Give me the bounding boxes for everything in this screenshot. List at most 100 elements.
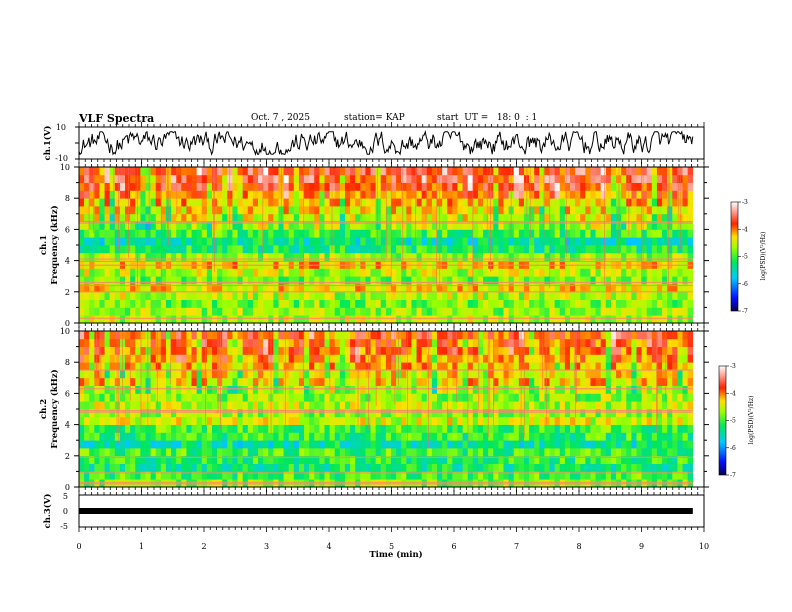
- spectrogram-cell: [293, 206, 300, 215]
- spectrogram-cell: [518, 174, 525, 183]
- spectrogram-cell: [247, 377, 254, 386]
- spectrogram-cell: [217, 245, 223, 254]
- spectrogram-cell: [350, 471, 356, 480]
- spectrogram-cell: [646, 338, 653, 347]
- spectrogram-cell: [523, 237, 530, 246]
- spectrogram-cell: [580, 229, 586, 238]
- spectrogram-cell: [600, 182, 607, 191]
- spectrogram-cell: [421, 315, 428, 324]
- spectrogram-cell: [293, 291, 300, 300]
- spectrogram-cell: [529, 370, 535, 379]
- spectrogram-cell: [273, 463, 279, 472]
- spectrogram-cell: [452, 401, 458, 410]
- spectrogram-cell: [646, 440, 653, 449]
- spectrogram-cell: [513, 354, 520, 363]
- spectrogram-cell: [268, 213, 274, 222]
- spectrogram-cell: [370, 252, 377, 261]
- spectrogram-cell: [590, 198, 596, 207]
- spectrogram-cell: [206, 284, 213, 293]
- spectrogram-cell: [365, 440, 371, 449]
- spectrogram-cell: [191, 276, 198, 285]
- spectrogram-cell: [564, 221, 571, 230]
- spectrogram-cell: [176, 432, 182, 441]
- spectrogram-cell: [268, 284, 274, 293]
- spectrogram-cell: [472, 385, 479, 394]
- spectrogram-cell: [329, 362, 336, 371]
- spectrogram-cell: [462, 377, 469, 386]
- spectrogram-cell: [247, 221, 254, 230]
- spectrogram-cell: [401, 245, 407, 254]
- spectrogram-cell: [196, 268, 203, 277]
- spectrogram-cell: [437, 299, 443, 308]
- spectrogram-cell: [140, 182, 146, 191]
- spectrogram-cell: [544, 448, 550, 457]
- spectrogram-cell: [222, 362, 228, 371]
- spectrogram-cell: [324, 182, 331, 191]
- spectrogram-cell: [171, 198, 177, 207]
- spectrogram-cell: [191, 440, 198, 449]
- spectrogram-cell: [651, 245, 658, 254]
- spectrogram-cell: [385, 252, 392, 261]
- spectrogram-cell: [150, 440, 157, 449]
- spectrogram-cell: [380, 393, 387, 402]
- spectrogram-cell: [651, 362, 658, 371]
- spectrogram-cell: [590, 409, 596, 418]
- spectrogram-cell: [401, 440, 407, 449]
- spectrogram-cell: [114, 455, 121, 464]
- spectrogram-cell: [242, 206, 249, 215]
- spectrogram-cell: [585, 401, 591, 410]
- spectrogram-cell: [462, 307, 469, 316]
- spectrogram-cell: [360, 432, 366, 441]
- spectrogram-cell: [125, 268, 131, 277]
- spectrogram-cell: [380, 221, 387, 230]
- spectrogram-cell: [99, 338, 105, 347]
- spectrogram-cell: [211, 455, 218, 464]
- spectrogram-cell: [217, 448, 223, 457]
- spectrogram-cell: [339, 393, 346, 402]
- spectrogram-cell: [682, 354, 689, 363]
- spectrogram-cell: [621, 252, 627, 261]
- spectrogram-cell: [426, 370, 433, 379]
- spectrogram-cell: [339, 432, 346, 441]
- spectrogram-cell: [89, 432, 95, 441]
- spectrogram-cell: [580, 338, 586, 347]
- spectrogram-cell: [319, 276, 325, 285]
- spectrogram-cell: [549, 213, 556, 222]
- spectrogram-cell: [549, 409, 556, 418]
- spectrogram-cell: [529, 440, 535, 449]
- spectrogram-cell: [687, 346, 694, 355]
- spectrogram-cell: [662, 252, 668, 261]
- spectrogram-cell: [646, 276, 653, 285]
- spectrogram-cell: [549, 167, 556, 176]
- spectrogram-cell: [677, 338, 683, 347]
- spectrogram-cell: [355, 307, 361, 316]
- spectrogram-cell: [114, 354, 121, 363]
- spectrogram-cell: [181, 385, 187, 394]
- spectrogram-cell: [145, 221, 151, 230]
- spectrogram-cell: [298, 455, 305, 464]
- spectrogram-cell: [191, 315, 198, 324]
- spectrogram-cell: [191, 174, 198, 183]
- spectrogram-cell: [119, 190, 126, 199]
- spectrogram-cell: [457, 362, 463, 371]
- spectrogram-cell: [298, 291, 305, 300]
- spectrogram-cell: [125, 245, 131, 254]
- spectrogram-cell: [181, 276, 187, 285]
- spectrogram-cell: [605, 284, 612, 293]
- spectrogram-cell: [94, 416, 100, 425]
- spectrogram-cell: [493, 284, 499, 293]
- spectrogram-cell: [273, 385, 279, 394]
- spectrogram-cell: [462, 416, 469, 425]
- spectrogram-cell: [641, 393, 648, 402]
- spectrogram-cell: [575, 276, 581, 285]
- spectrogram-cell: [570, 440, 576, 449]
- spectrogram-cell: [518, 167, 525, 176]
- spectrogram-cell: [513, 448, 520, 457]
- spectrogram-cell: [421, 346, 428, 355]
- spectrogram-cell: [370, 448, 377, 457]
- spectrogram-cell: [667, 471, 673, 480]
- spectrogram-cell: [544, 307, 550, 316]
- spectrogram-cell: [201, 331, 208, 340]
- spectrogram-cell: [677, 182, 683, 191]
